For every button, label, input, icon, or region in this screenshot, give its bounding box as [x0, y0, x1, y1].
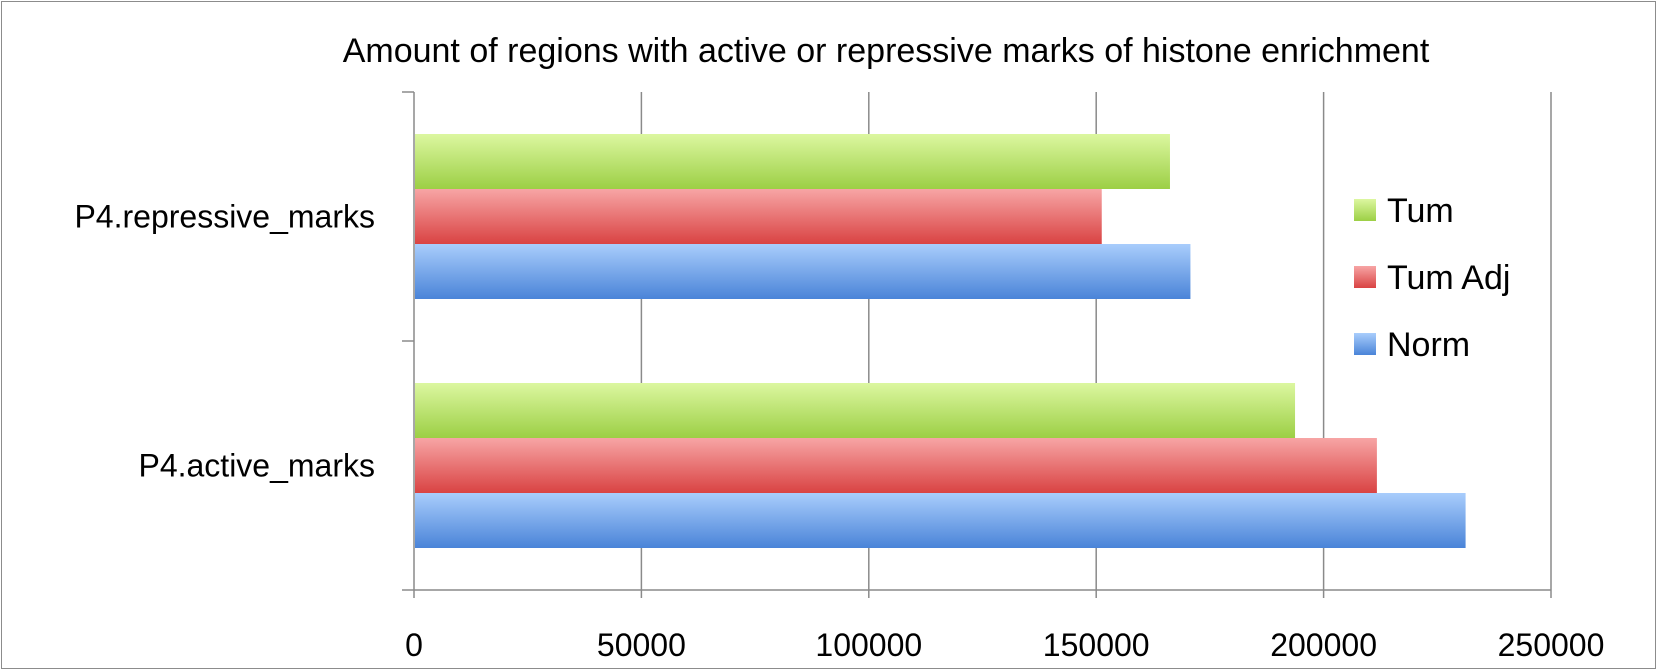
bar-tum-adj-p4-active-marks	[415, 438, 1377, 493]
x-tick-label: 150000	[1043, 627, 1150, 663]
bar-tum-p4-active-marks	[415, 383, 1296, 438]
x-tick-label: 50000	[597, 627, 686, 663]
bar-norm-p4-active-marks	[415, 493, 1466, 548]
x-tick-label: 200000	[1270, 627, 1377, 663]
legend-swatch-norm	[1354, 333, 1376, 355]
legend-swatch-tum-adj	[1354, 266, 1376, 288]
bar-tum-p4-repressive-marks	[415, 134, 1170, 189]
chart-title: Amount of regions with active or repress…	[343, 32, 1430, 70]
category-label: P4.repressive_marks	[74, 199, 375, 235]
x-tick-label: 0	[405, 627, 423, 663]
legend-label-tum-adj: Tum Adj	[1387, 259, 1510, 297]
bar-norm-p4-repressive-marks	[415, 244, 1191, 299]
x-tick-label: 100000	[815, 627, 922, 663]
legend-label-norm: Norm	[1387, 326, 1470, 364]
bar-tum-adj-p4-repressive-marks	[415, 189, 1102, 244]
legend-swatch-tum	[1354, 199, 1376, 221]
x-tick-label: 250000	[1498, 627, 1605, 663]
category-label: P4.active_marks	[138, 448, 375, 484]
legend-label-tum: Tum	[1387, 192, 1454, 230]
